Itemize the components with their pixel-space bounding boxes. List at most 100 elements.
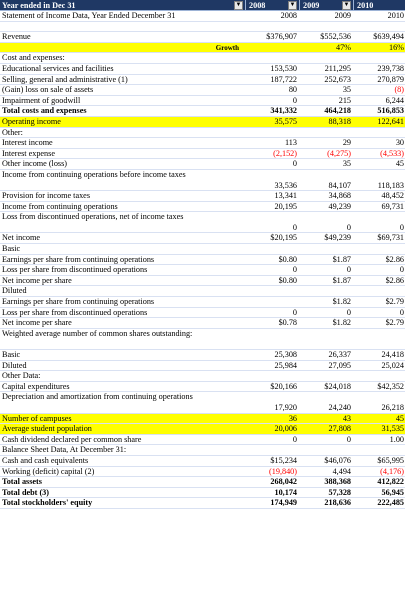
value-cell-2008: 35,575 [274, 116, 297, 126]
value-cell-2008: 0 [292, 95, 297, 105]
table-row: Cash dividend declared per common share 0… [0, 435, 405, 446]
row-label: (Gain) loss on sale of assets [2, 85, 94, 95]
value-cell-2008: $0.80 [278, 254, 297, 264]
value-cell-2009: $1.87 [332, 275, 351, 285]
value-cell-2009: 29 [342, 138, 351, 148]
value-cell-2008: 174,949 [270, 498, 297, 508]
value-cell-2008: (2,152) [273, 148, 297, 158]
row-label: Interest expense [2, 148, 55, 158]
value-cell-2010 [353, 371, 405, 381]
row-label: Basic [2, 350, 21, 359]
value-cell-2009: 464,218 [324, 106, 351, 116]
row-label: Loss per share from discontinued operati… [2, 265, 148, 275]
table-body: Statement of Income Data, Year Ended Dec… [0, 11, 405, 509]
value-cell-2010 [353, 128, 405, 138]
table-row: Provision for income taxes 13,341 34,868 48… [0, 191, 405, 202]
value-cell-2009: 88,318 [328, 116, 351, 126]
value-cell-2008: 80 [288, 85, 297, 95]
row-label: Total debt (3) [2, 487, 50, 497]
value-cell-2010: 45 [395, 159, 404, 169]
value-cell-2008 [245, 371, 299, 381]
value-cell-2009 [299, 371, 353, 381]
row-label: Total assets [2, 477, 42, 487]
value-cell-2008 [245, 22, 299, 32]
row-label: Earnings per share from continuing opera… [2, 254, 155, 264]
row-label: Growth [215, 43, 239, 52]
row-label: Other income (loss) [2, 159, 68, 169]
value-cell-2009: 35 [342, 85, 351, 95]
row-label: Loss from discontinued operations, net o… [2, 212, 184, 222]
value-cell-2009: $1.82 [332, 318, 351, 328]
table-row: Income from continuing operations before… [0, 170, 405, 192]
value-cell-2008: 341,332 [270, 106, 297, 116]
value-cell-2009 [299, 22, 353, 32]
header-label: Year ended in Dec 31 [2, 1, 76, 10]
value-cell-2008 [245, 43, 299, 53]
row-label: Weighted average number of common shares… [2, 328, 193, 338]
value-cell-2008 [245, 329, 299, 349]
table-row [0, 22, 405, 33]
header-year-2009[interactable]: 2009 ▼ [299, 0, 353, 10]
table-row: Net income per share $0.78 $1.82 $2.79 [0, 318, 405, 329]
table-row: Net income $20,195 $49,239 $69,731 [0, 233, 405, 245]
row-label: Operating income [2, 116, 61, 126]
value-cell-2010: $2.86 [385, 275, 404, 285]
value-cell-2009: $46,076 [324, 455, 351, 465]
row-label: Total stockholders' equity [2, 498, 93, 508]
value-cell-2010: $42,352 [377, 381, 404, 391]
table-row: Weighted average number of common shares… [0, 329, 405, 350]
table-row: Balance Sheet Data, At December 31: [0, 445, 405, 456]
table-row: Other income (loss) 0 35 45 [0, 159, 405, 170]
row-label: Net income per share [2, 318, 72, 328]
table-row: Earnings per share from continuing opera… [0, 297, 405, 308]
row-label: Total costs and expenses [2, 106, 87, 116]
table-row: Basic 25,308 26,337 24,418 [0, 350, 405, 361]
table-row: Diluted 25,984 27,095 25,024 [0, 361, 405, 372]
row-label: Other Data: [2, 371, 41, 381]
row-label: Other: [2, 127, 23, 137]
value-cell-2010: 31,535 [381, 424, 404, 434]
row-label: Diluted [2, 360, 27, 370]
row-label: Capital expenditures [2, 381, 70, 391]
value-cell-2008: $376,907 [266, 32, 297, 42]
header-year-2010[interactable]: 2010 [353, 0, 405, 10]
header-label-cell[interactable]: Year ended in Dec 31 ▼ [0, 0, 245, 10]
row-label: Diluted [2, 286, 27, 296]
row-label: Depreciation and amortization from conti… [2, 392, 193, 402]
value-cell-2008: 10,174 [274, 487, 297, 497]
row-label: Number of campuses [2, 413, 72, 423]
table-row: Interest expense (2,152) (4,275) (4,533) [0, 149, 405, 160]
value-cell-2010: $2.86 [385, 254, 404, 264]
value-cell-2009 [299, 128, 353, 138]
row-label: Basic [2, 244, 21, 254]
row-label: Revenue [2, 32, 31, 42]
table-row: Total stockholders' equity 174,949 218,636… [0, 498, 405, 509]
value-cell-2010: $2.79 [385, 297, 404, 307]
chevron-down-icon[interactable]: ▼ [234, 1, 243, 10]
value-cell-2009 [299, 244, 353, 254]
table-row: Impairment of goodwill 0 215 6,244 [0, 96, 405, 107]
value-cell-2008: 25,308 [274, 350, 297, 359]
table-row: Total assets 268,042 388,368 412,822 [0, 477, 405, 488]
value-cell-2010: 0 [399, 223, 404, 233]
value-cell-2009: 47% [335, 42, 351, 52]
value-cell-2009: 4,494 [332, 466, 351, 476]
chevron-down-icon[interactable]: ▼ [342, 1, 351, 10]
value-cell-2010: 122,641 [377, 116, 404, 126]
row-label: Cash and cash equivalents [2, 455, 89, 465]
value-cell-2008 [245, 128, 299, 138]
chevron-down-icon[interactable]: ▼ [288, 1, 297, 10]
row-label: Average student population [2, 424, 92, 434]
table-row: Income from continuing operations 20,195 4… [0, 202, 405, 213]
value-cell-2008: 268,042 [270, 477, 297, 487]
header-row: Year ended in Dec 31 ▼ 2008 ▼ 2009 ▼ 201… [0, 0, 405, 11]
row-label: Selling, general and administrative (1) [2, 74, 128, 84]
table-row: Loss per share from discontinued operati… [0, 265, 405, 276]
row-label: Working (deficit) capital (2) [2, 466, 95, 476]
header-year-2008[interactable]: 2008 ▼ [245, 0, 299, 10]
row-label: Impairment of goodwill [2, 95, 81, 105]
value-cell-2009: (4,275) [327, 148, 351, 158]
value-cell-2008 [245, 53, 299, 63]
value-cell-2009: 49,239 [328, 201, 351, 211]
